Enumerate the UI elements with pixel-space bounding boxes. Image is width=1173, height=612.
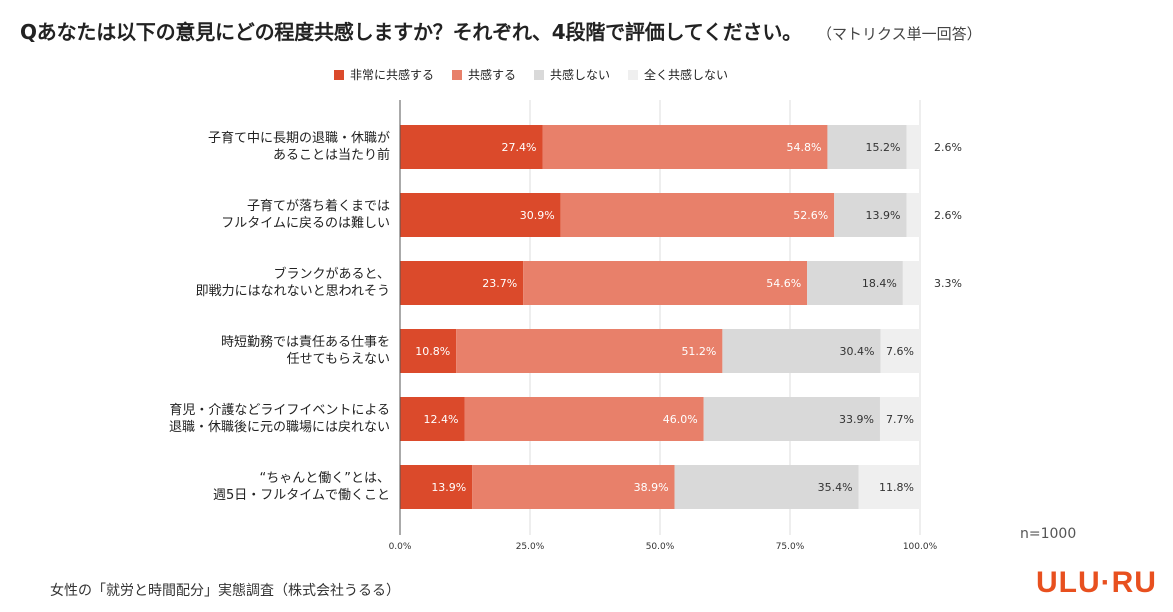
data-label: 52.6% [793, 209, 828, 222]
bar-segment [880, 329, 920, 373]
bar-segment [858, 465, 920, 509]
sample-size: n=1000 [1020, 526, 1077, 542]
answer-type-note: （マトリクス単一回答） [817, 25, 982, 43]
legend-swatch-agree [452, 69, 463, 80]
category-label: 即戦力にはなれないと思われそう [196, 284, 390, 299]
data-label: 23.7% [482, 277, 517, 290]
category-label: 時短勤務では責任ある仕事を [221, 335, 390, 350]
company-logo: ULU·RU [1036, 566, 1157, 599]
bar-segment [703, 397, 880, 441]
chart-title: Qあなたは以下の意見にどの程度共感しますか？それぞれ、4段階で評価してください。 [20, 20, 802, 44]
source-note: 女性の「就労と時間配分」実態調査（株式会社うるる） [50, 583, 400, 599]
bar-segment [400, 465, 473, 509]
data-label: 13.9% [431, 481, 466, 494]
data-label: 7.6% [886, 345, 914, 358]
data-label: 15.2% [866, 141, 901, 154]
bar-segment [827, 125, 907, 169]
category-label: 任せてもらえない [287, 352, 390, 367]
legend-label-strong-agree: 非常に共感する [350, 68, 435, 82]
bar-segment [456, 329, 723, 373]
category-label: 子育てが落ち着くまでは [247, 198, 390, 214]
bar-segment [902, 261, 920, 305]
data-label: 30.9% [520, 209, 555, 222]
bar-segment [674, 465, 859, 509]
bar-segment [906, 193, 920, 237]
data-label: 10.8% [415, 345, 450, 358]
data-label: 2.6% [934, 209, 962, 222]
data-label: 30.4% [840, 345, 875, 358]
bar-segment [400, 125, 543, 169]
category-label: ブランクがあると、 [274, 266, 390, 282]
data-label: 54.6% [766, 277, 801, 290]
legend-label-agree: 共感する [468, 68, 517, 82]
x-tick-label: 0.0% [389, 542, 412, 552]
legend-item-strong-disagree: 全く共感しない [628, 66, 728, 83]
data-label: 46.0% [663, 413, 698, 426]
bar-segment [879, 397, 920, 441]
legend-label-strong-disagree: 全く共感しない [644, 68, 729, 82]
category-label: フルタイムに戻るのは難しい [221, 216, 390, 231]
category-label: 退職・休職後に元の職場には戻れない [169, 420, 390, 435]
category-label: 週5日・フルタイムで働くこと [213, 488, 390, 503]
data-label: 18.4% [862, 277, 897, 290]
title-row: Qあなたは以下の意見にどの程度共感しますか？それぞれ、4段階で評価してください。… [20, 16, 1160, 45]
bar-segment [722, 329, 881, 373]
bar-segment [906, 125, 920, 169]
legend-item-strong-agree: 非常に共感する [334, 66, 434, 83]
legend-item-disagree: 共感しない [534, 66, 610, 83]
data-label: 51.2% [681, 345, 716, 358]
bar-segment [807, 261, 903, 305]
x-tick-label: 75.0% [776, 542, 805, 552]
bar-segment [464, 397, 704, 441]
legend-item-agree: 共感する [452, 66, 516, 83]
data-label: 54.8% [786, 141, 821, 154]
bar-segment [523, 261, 808, 305]
legend-swatch-strong-disagree [628, 69, 639, 80]
category-label: あることは当たり前 [273, 147, 390, 163]
category-label: 育児・介護などライフイベントによる [169, 402, 390, 418]
data-label: 27.4% [502, 141, 537, 154]
category-label: 子育て中に長期の退職・休職が [208, 130, 390, 146]
data-label: 38.9% [634, 481, 669, 494]
data-label: 2.6% [934, 141, 962, 154]
data-label: 13.9% [866, 209, 901, 222]
bar-segment [400, 261, 524, 305]
data-label: 7.7% [886, 413, 914, 426]
data-label: 12.4% [424, 413, 459, 426]
bar-segment [472, 465, 675, 509]
bar-segment [542, 125, 828, 169]
bar-segment [834, 193, 907, 237]
data-label: 35.4% [818, 481, 853, 494]
x-tick-label: 50.0% [646, 542, 675, 552]
data-label: 11.8% [879, 481, 914, 494]
bar-segment [560, 193, 835, 237]
category-label: “ちゃんと働く”とは、 [260, 471, 390, 486]
bar-segment [400, 193, 561, 237]
bar-segment [400, 397, 465, 441]
data-label: 3.3% [934, 277, 962, 290]
legend-label-disagree: 共感しない [550, 68, 611, 82]
legend-swatch-disagree [534, 69, 545, 80]
x-tick-label: 25.0% [516, 542, 545, 552]
legend: 非常に共感する 共感する 共感しない 全く共感しない [334, 66, 728, 83]
bar-segment [400, 329, 457, 373]
data-label: 33.9% [839, 413, 874, 426]
x-tick-label: 100.0% [903, 542, 938, 552]
legend-swatch-strong-agree [334, 69, 344, 80]
